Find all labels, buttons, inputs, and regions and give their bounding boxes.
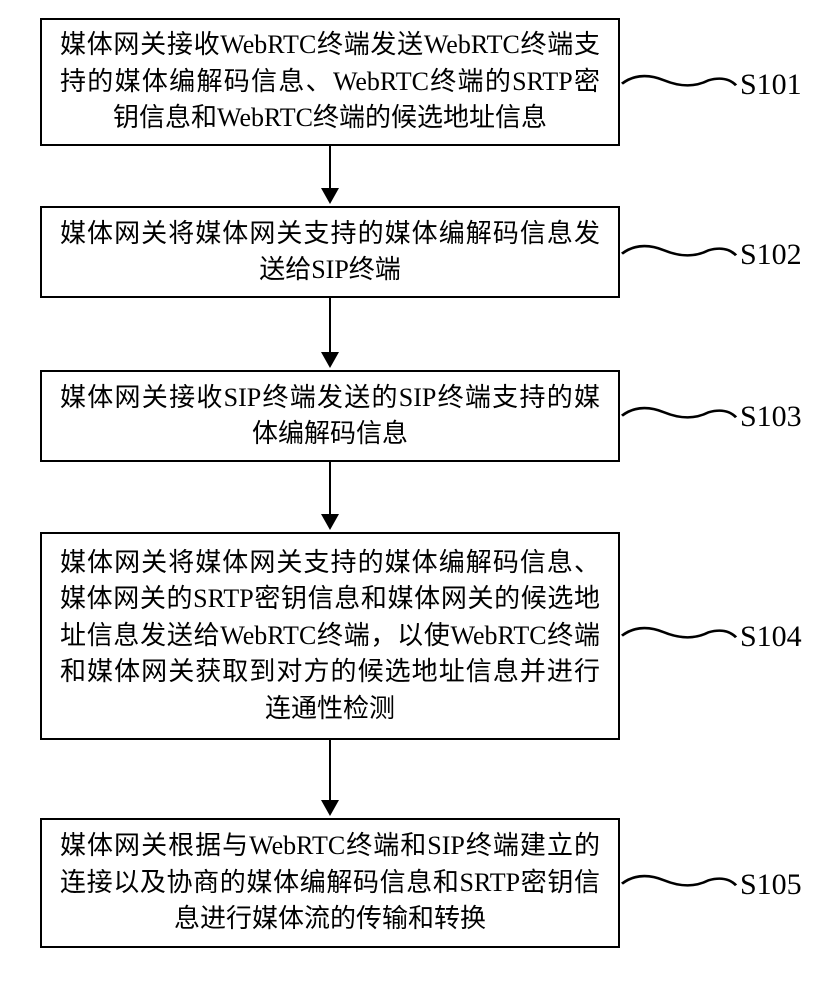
arrow-3 bbox=[329, 740, 331, 814]
step-label-s103: S103 bbox=[740, 400, 802, 434]
step-label-s104: S104 bbox=[740, 620, 802, 654]
step-box-s105: 媒体网关根据与WebRTC终端和SIP终端建立的连接以及协商的媒体编解码信息和S… bbox=[40, 818, 620, 948]
step-label-s101: S101 bbox=[740, 68, 802, 102]
connector-tilde bbox=[620, 72, 738, 92]
step-box-s102: 媒体网关将媒体网关支持的媒体编解码信息发送给SIP终端 bbox=[40, 206, 620, 298]
step-text: 媒体网关根据与WebRTC终端和SIP终端建立的连接以及协商的媒体编解码信息和S… bbox=[60, 828, 600, 937]
step-text: 媒体网关接收SIP终端发送的SIP终端支持的媒体编解码信息 bbox=[60, 380, 600, 453]
arrow-1 bbox=[329, 298, 331, 366]
step-text: 媒体网关接收WebRTC终端发送WebRTC终端支持的媒体编解码信息、WebRT… bbox=[60, 27, 600, 136]
step-box-s103: 媒体网关接收SIP终端发送的SIP终端支持的媒体编解码信息 bbox=[40, 370, 620, 462]
connector-tilde bbox=[620, 242, 738, 262]
connector-tilde bbox=[620, 624, 738, 644]
step-text: 媒体网关将媒体网关支持的媒体编解码信息发送给SIP终端 bbox=[60, 216, 600, 289]
step-label-s105: S105 bbox=[740, 868, 802, 902]
connector-tilde bbox=[620, 872, 738, 892]
step-text: 媒体网关将媒体网关支持的媒体编解码信息、媒体网关的SRTP密钥信息和媒体网关的候… bbox=[60, 545, 600, 727]
connector-tilde bbox=[620, 404, 738, 424]
step-label-s102: S102 bbox=[740, 238, 802, 272]
step-box-s101: 媒体网关接收WebRTC终端发送WebRTC终端支持的媒体编解码信息、WebRT… bbox=[40, 18, 620, 146]
arrow-0 bbox=[329, 146, 331, 202]
arrow-2 bbox=[329, 462, 331, 528]
step-box-s104: 媒体网关将媒体网关支持的媒体编解码信息、媒体网关的SRTP密钥信息和媒体网关的候… bbox=[40, 532, 620, 740]
flowchart-container: 媒体网关接收WebRTC终端发送WebRTC终端支持的媒体编解码信息、WebRT… bbox=[0, 0, 835, 1000]
